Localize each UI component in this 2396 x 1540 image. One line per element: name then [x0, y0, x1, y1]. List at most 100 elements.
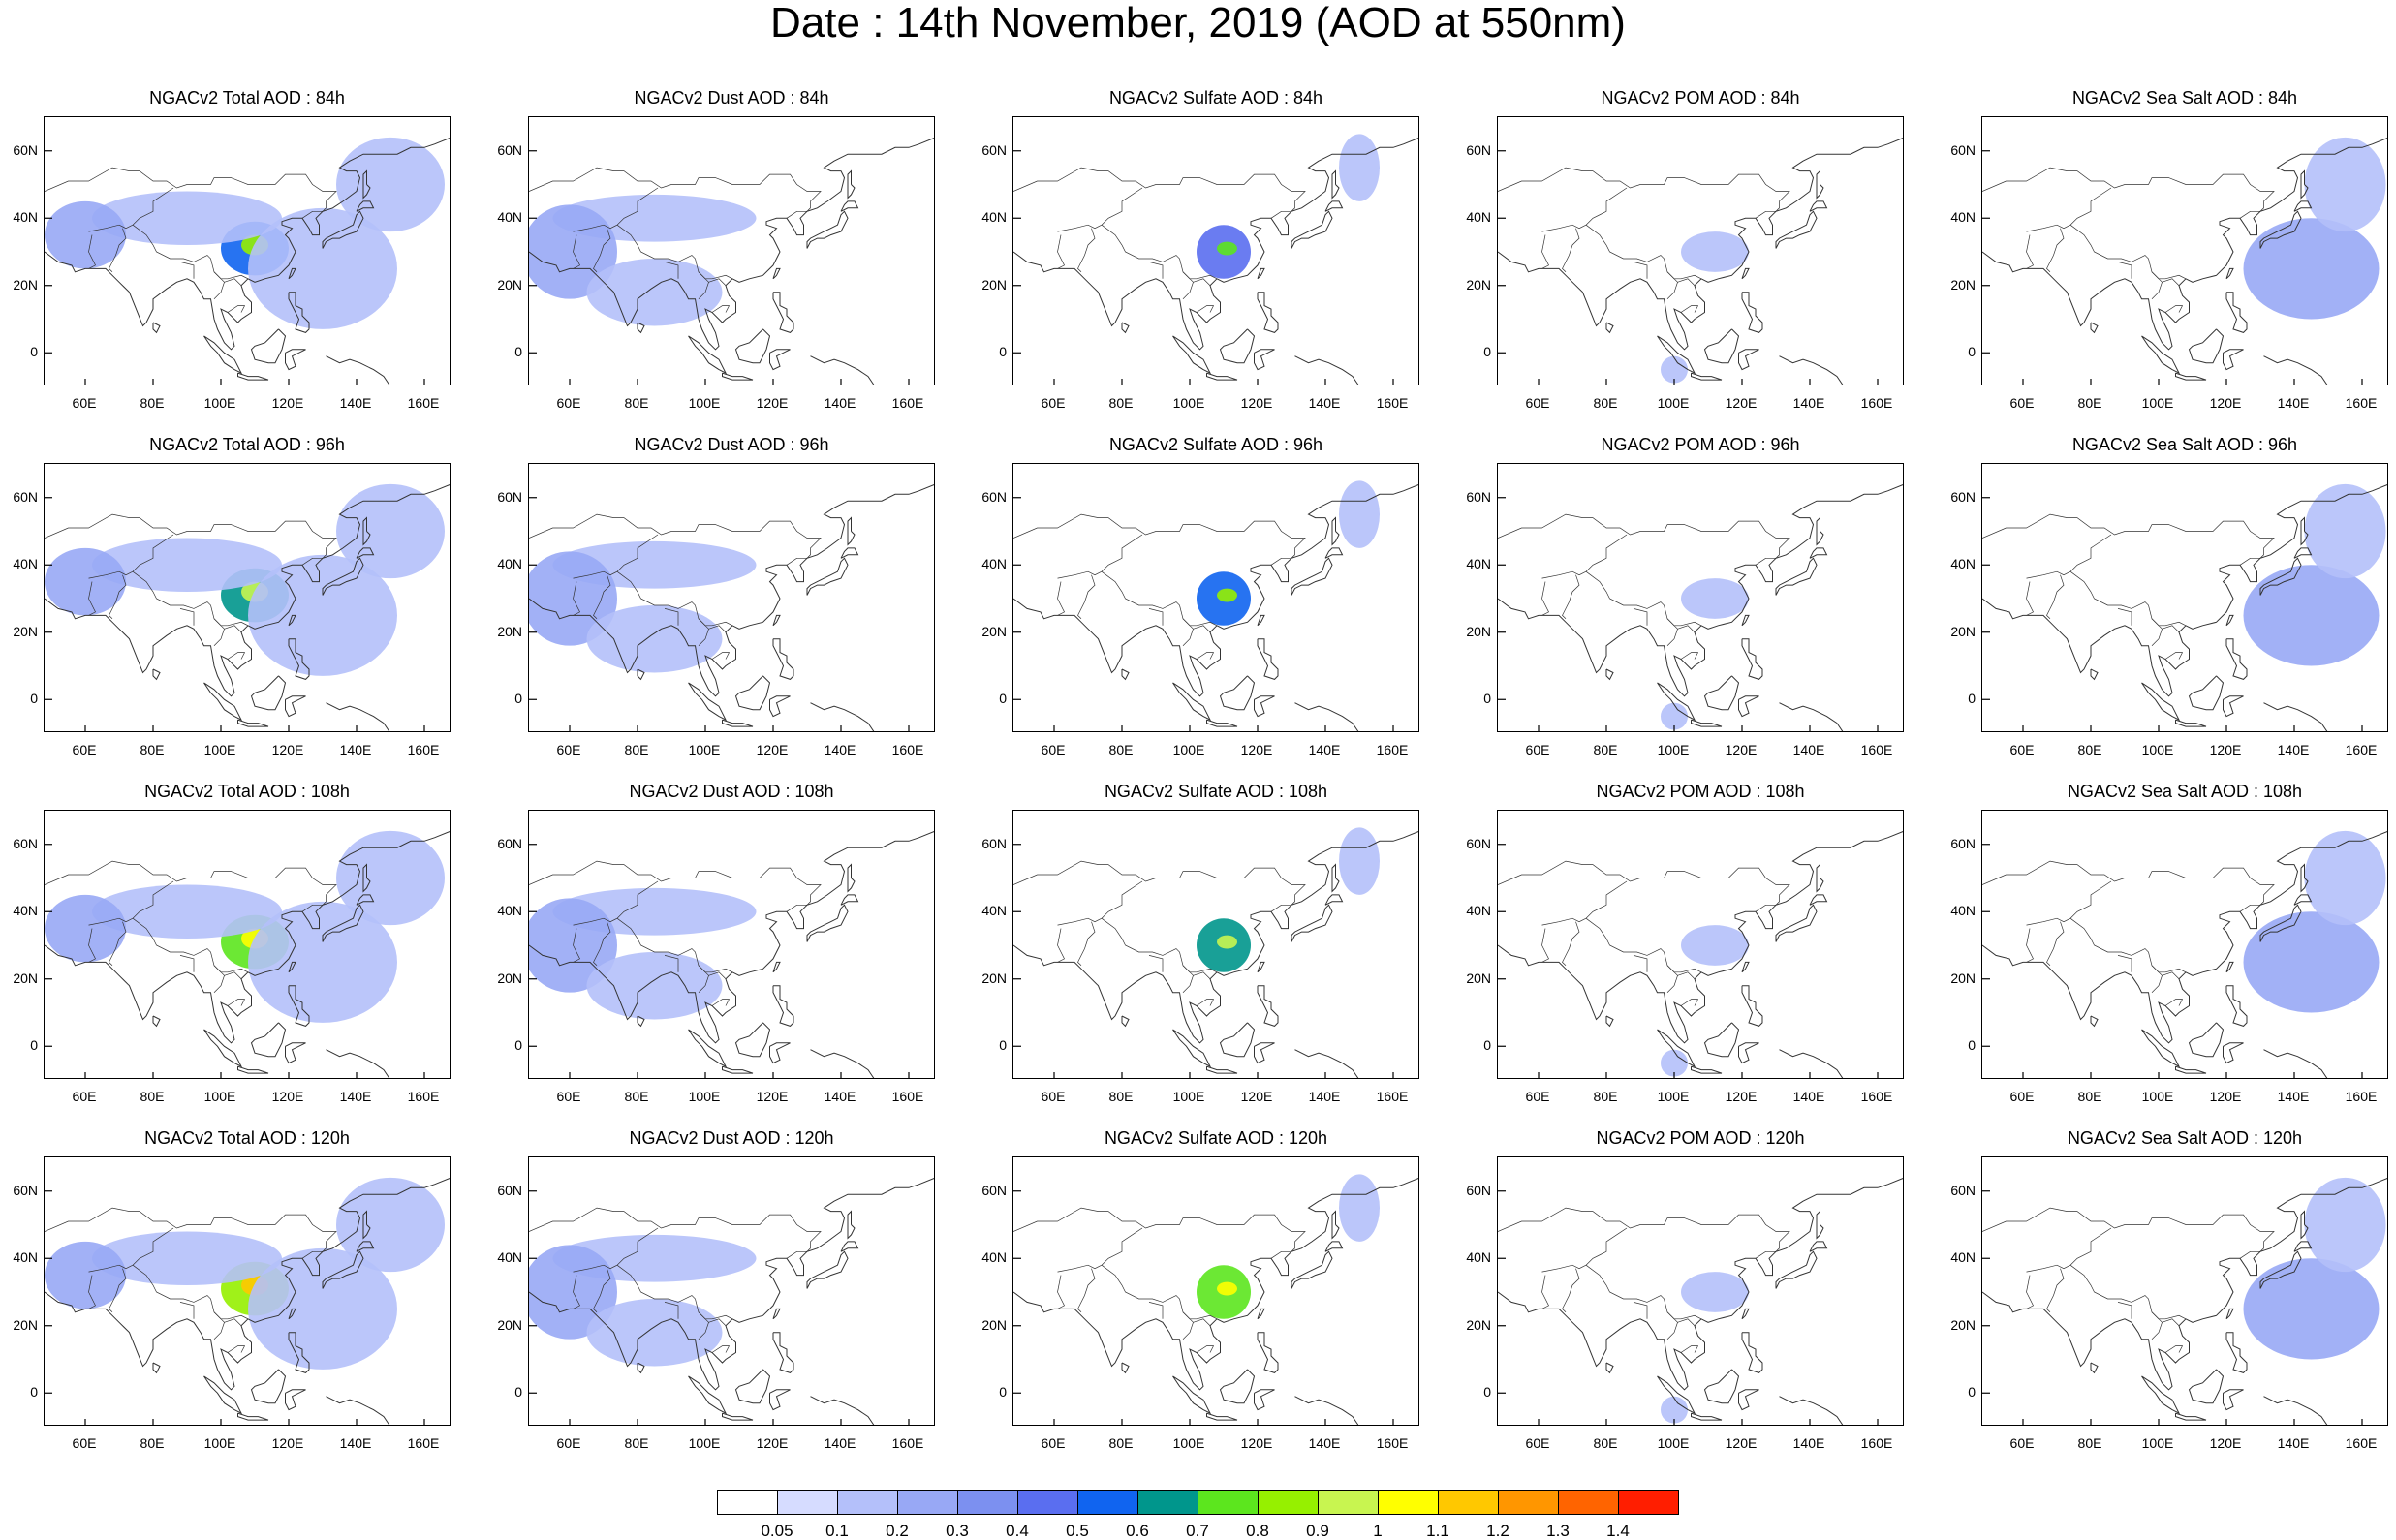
coastline — [203, 682, 243, 722]
country-border — [1680, 305, 1699, 313]
coastline — [322, 1250, 364, 1289]
coastline — [1257, 292, 1279, 333]
country-border — [2164, 305, 2184, 313]
map-panel: NGACv2 Sulfate AOD : 96h 60N 40N 20N 0 60E 80E… — [981, 434, 1419, 761]
country-border — [1498, 860, 1790, 906]
coastline — [237, 719, 269, 727]
country-border — [1270, 1250, 1291, 1259]
lat-tick-label: 40N — [981, 903, 1007, 919]
coastline — [722, 1065, 754, 1074]
coastline — [1254, 695, 1275, 718]
coastline — [1605, 322, 1614, 334]
lon-tick-label: 100E — [2141, 1435, 2174, 1451]
lon-tick-label: 80E — [140, 1435, 165, 1451]
country-border — [1013, 513, 1306, 559]
coastline — [1775, 210, 1818, 249]
lon-tick-label: 80E — [2077, 1435, 2102, 1451]
coastline — [285, 695, 306, 718]
lon-tick-label: 120E — [1725, 742, 1758, 757]
colorbar-swatch — [957, 1490, 1018, 1515]
country-border — [2069, 1227, 2112, 1266]
country-border — [2239, 904, 2260, 912]
aod-map — [1013, 480, 1418, 731]
aod-field — [1681, 925, 1749, 966]
country-border — [2117, 608, 2132, 626]
map-plot-area — [1497, 116, 1904, 385]
lon-tick-label: 100E — [1657, 1089, 1690, 1104]
lon-tick-label: 160E — [407, 395, 440, 411]
lat-tick-label: 0 — [30, 691, 38, 707]
country-border — [45, 1207, 337, 1252]
country-border — [786, 904, 807, 912]
lat-tick-label: 20N — [497, 1316, 522, 1333]
coastline — [1657, 682, 1696, 722]
coastline — [1775, 557, 1818, 596]
country-border — [1498, 513, 1790, 559]
coastline — [1982, 831, 2387, 1044]
panel-title: NGACv2 Sea Salt AOD : 108h — [2067, 782, 2303, 801]
colorbar-label: 0.6 — [1126, 1522, 1149, 1540]
aod-map — [1498, 1178, 1903, 1425]
aod-field — [92, 1231, 282, 1286]
country-border — [1101, 534, 1143, 572]
coastline — [1257, 1332, 1279, 1373]
coastline — [288, 267, 296, 280]
coastline — [772, 1332, 794, 1373]
coastline — [1257, 985, 1279, 1027]
lat-tick-label: 60N — [497, 835, 522, 851]
country-border — [1585, 224, 1702, 280]
coastline — [356, 894, 375, 906]
country-border — [2026, 1264, 2071, 1273]
coastline — [1982, 138, 2387, 351]
country-border — [224, 278, 242, 287]
panel-title: NGACv2 Dust AOD : 108h — [629, 782, 834, 801]
lon-tick-label: 60E — [2009, 1089, 2035, 1104]
coastline — [1741, 961, 1750, 973]
lat-tick-label: 40N — [497, 1249, 522, 1266]
colorbar-label: 0.8 — [1246, 1522, 1269, 1540]
aod-field — [1217, 935, 1237, 949]
country-border — [1077, 1268, 1096, 1313]
coastline — [285, 349, 306, 371]
lon-tick-label: 80E — [624, 742, 649, 757]
aod-field — [1339, 480, 1380, 548]
country-border — [708, 625, 727, 633]
country-border — [664, 1302, 679, 1319]
country-border — [213, 1311, 225, 1340]
lon-tick-label: 80E — [1593, 742, 1618, 757]
colorbar-label: 0.2 — [886, 1522, 909, 1540]
coastline — [2300, 863, 2309, 893]
coastline — [637, 322, 645, 334]
coastline — [1775, 904, 1818, 942]
country-border — [2162, 625, 2180, 633]
coastline — [1809, 547, 1828, 559]
lat-tick-label: 20N — [1950, 276, 1976, 293]
coastline — [288, 961, 296, 973]
aod-field — [2243, 1258, 2380, 1360]
panel-title: NGACv2 Total AOD : 96h — [149, 435, 345, 454]
country-border — [2069, 880, 2112, 919]
country-border — [1585, 187, 1628, 226]
country-border — [786, 210, 807, 219]
coastline — [2141, 1375, 2181, 1415]
lat-tick-label: 20N — [497, 276, 522, 293]
coastline — [1816, 516, 1824, 546]
colorbar-swatch — [1017, 1490, 1078, 1515]
coastline — [722, 719, 754, 727]
lon-tick-label: 100E — [2141, 742, 2174, 757]
map-plot-area — [1497, 1156, 1904, 1426]
country-border — [664, 955, 679, 972]
coastline — [734, 1369, 771, 1404]
coastline — [1206, 719, 1238, 727]
country-border — [1196, 1345, 1215, 1353]
country-border — [2026, 928, 2034, 963]
coastline — [356, 547, 375, 559]
colorbar-swatch — [1077, 1490, 1138, 1515]
coastline — [1741, 614, 1750, 627]
aod-field — [1661, 702, 1688, 730]
country-border — [88, 234, 96, 269]
map-plot-area — [1012, 116, 1419, 385]
aod-field — [2243, 218, 2380, 320]
lon-tick-label: 160E — [1860, 1089, 1893, 1104]
lon-tick-label: 160E — [1860, 742, 1893, 757]
